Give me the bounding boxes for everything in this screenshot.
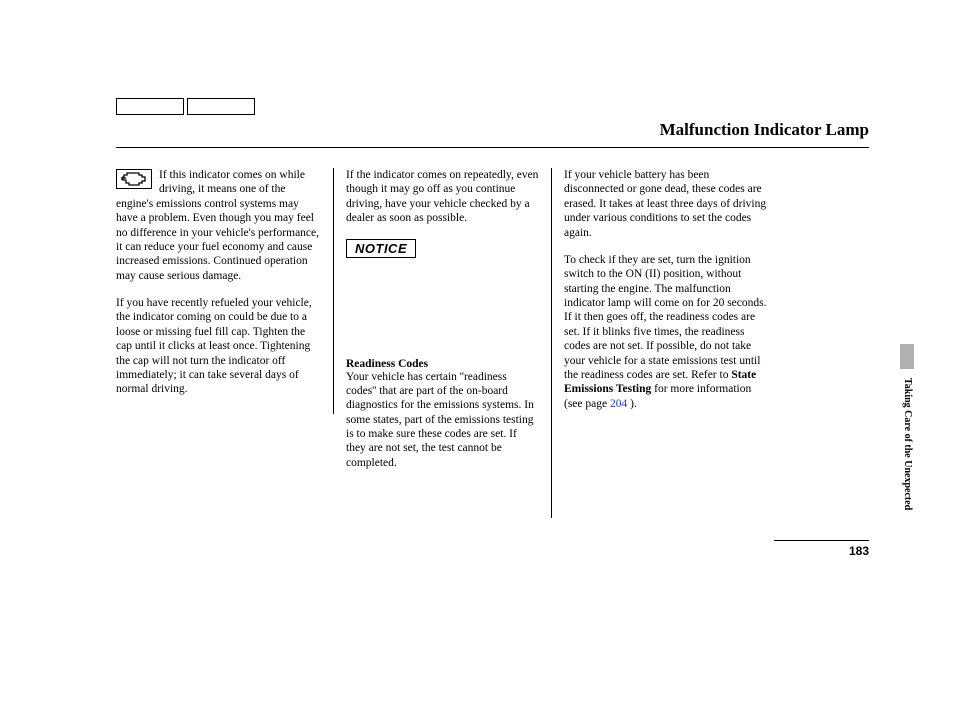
columns: If this indicator comes on while driving…	[116, 168, 770, 518]
col1-para1: If this indicator comes on while driving…	[116, 168, 321, 283]
page: Malfunction Indicator Lamp If this indic…	[0, 0, 954, 710]
column-2: If the indicator comes on repeatedly, ev…	[334, 168, 552, 518]
page-title: Malfunction Indicator Lamp	[660, 120, 869, 140]
section-label: Taking Care of the Unexpected	[900, 378, 914, 510]
col3-p2c: ).	[627, 398, 637, 410]
tab-box-1	[116, 98, 184, 115]
side-tab	[900, 344, 914, 369]
page-number: 183	[849, 544, 869, 558]
notice-box: NOTICE	[346, 239, 416, 258]
column-1: If this indicator comes on while driving…	[116, 168, 334, 414]
title-rule	[116, 147, 869, 148]
page-link-204[interactable]: 204	[610, 398, 627, 410]
col1-para2: If you have recently refueled your vehic…	[116, 296, 321, 397]
column-3: If your vehicle battery has been disconn…	[552, 168, 770, 518]
tab-boxes	[116, 98, 255, 115]
col2-para1: If the indicator comes on repeatedly, ev…	[346, 168, 539, 226]
col3-para2: To check if they are set, turn the ignit…	[564, 253, 770, 411]
page-number-rule	[774, 540, 869, 541]
col2-readiness: Readiness Codes Your vehicle has certain…	[346, 358, 539, 471]
col2-para2: Your vehicle has certain ''readiness cod…	[346, 370, 539, 471]
tab-box-2	[187, 98, 255, 115]
col3-para1: If your vehicle battery has been disconn…	[564, 168, 770, 240]
readiness-heading: Readiness Codes	[346, 358, 539, 370]
col3-p2a: To check if they are set, turn the ignit…	[564, 254, 766, 381]
engine-icon	[116, 169, 152, 189]
